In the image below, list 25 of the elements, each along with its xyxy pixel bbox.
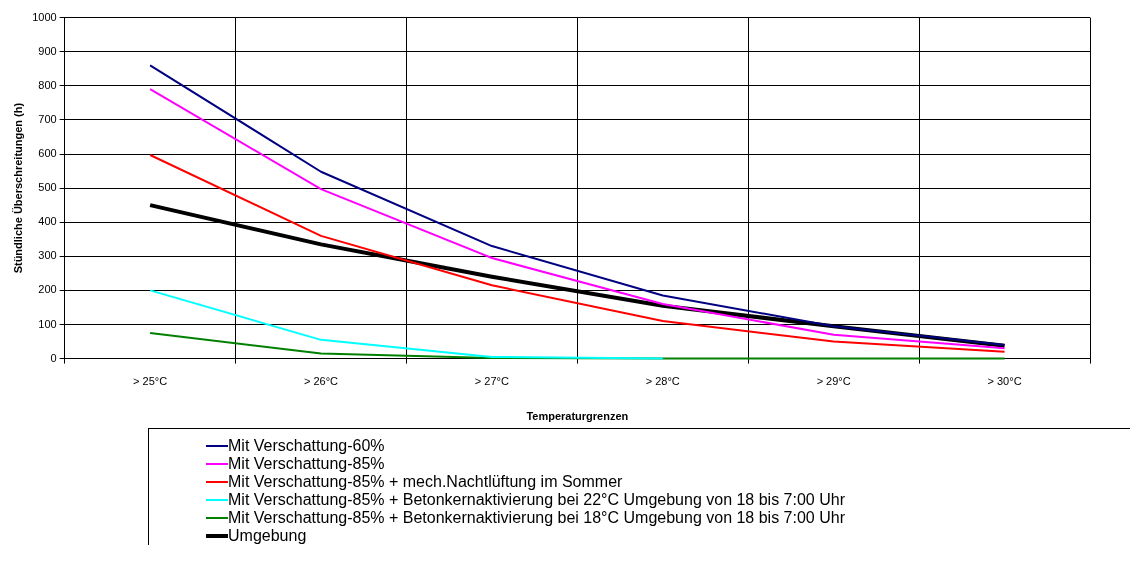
y-tick-label: 600 xyxy=(38,147,57,160)
x-tick-label: > 28°C xyxy=(645,375,680,388)
legend-label: Mit Verschattung-85% + Betonkernaktivierung bei 18°C Umgebung von 18 bis 7:00 Uhr xyxy=(228,509,845,527)
x-tick-label: > 27°C xyxy=(474,375,509,388)
legend-label: Mit Verschattung-85% xyxy=(228,455,385,473)
y-tick-label: 400 xyxy=(38,215,57,228)
legend-label: Umgebung xyxy=(228,527,307,545)
legend-label: Mit Verschattung-85% + Betonkernaktivierung bei 22°C Umgebung von 18 bis 7:00 Uhr xyxy=(228,491,845,509)
y-tick-label: 0 xyxy=(50,351,57,364)
y-tick-label: 200 xyxy=(38,283,57,296)
x-tick-label: > 26°C xyxy=(303,375,339,388)
legend-label: Mit Verschattung-60% xyxy=(228,437,385,455)
y-tick-label: 800 xyxy=(38,78,57,91)
y-tick-label: 700 xyxy=(38,112,57,125)
y-tick-label: 900 xyxy=(38,44,57,57)
x-tick-label: > 30°C xyxy=(987,375,1022,388)
legend-label: Mit Verschattung-85% + mech.Nachtlüftung im Sommer xyxy=(228,473,623,491)
y-tick-label: 100 xyxy=(38,317,57,330)
y-tick-label: 500 xyxy=(38,181,57,194)
x-tick-label: > 25°C xyxy=(133,375,168,388)
y-tick-label: 300 xyxy=(38,249,57,262)
y-tick-label: 1000 xyxy=(32,10,57,23)
y-axis-title: Stündliche Überschreitungen (h) xyxy=(11,102,24,274)
x-axis-title: Temperaturgrenzen xyxy=(526,410,629,423)
x-tick-label: > 29°C xyxy=(816,375,851,388)
